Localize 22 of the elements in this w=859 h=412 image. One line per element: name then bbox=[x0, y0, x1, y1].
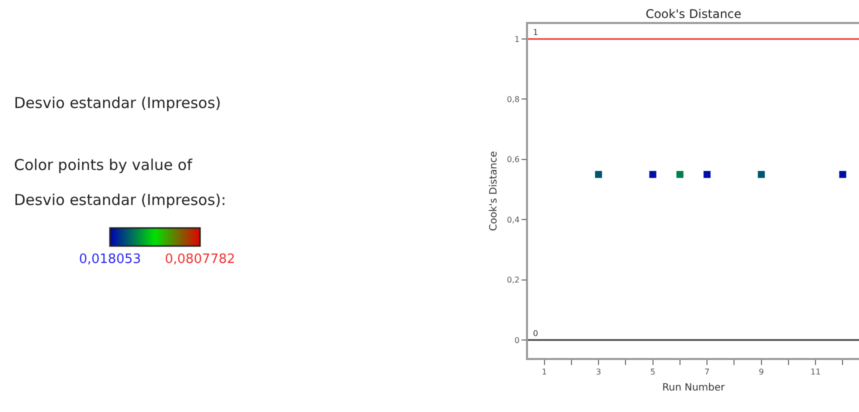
ref-line-label: 0 bbox=[533, 329, 538, 338]
color-bar-label: 0,0807782 bbox=[164, 252, 236, 267]
color-bar-label: 0,018053 bbox=[78, 252, 142, 267]
chart-title: Cook's Distance bbox=[646, 7, 742, 22]
text: Desvio estandar (Impresos): bbox=[14, 191, 226, 209]
x-tick-label: 1 bbox=[542, 367, 547, 376]
text: Desvio estandar (Impresos) bbox=[14, 94, 221, 112]
y-tick-label: 0,4 bbox=[506, 215, 520, 224]
ref-line-label: 1 bbox=[533, 28, 538, 37]
y-tick-label: 0,6 bbox=[506, 155, 520, 164]
x-tick-label: 9 bbox=[758, 367, 764, 376]
x-tick-label: 5 bbox=[650, 367, 656, 376]
y-tick-label: 0,8 bbox=[506, 95, 520, 104]
x-axis-title: Run Number bbox=[662, 382, 726, 394]
x-tick-label: 11 bbox=[810, 367, 821, 376]
text: Color points by value of bbox=[14, 156, 193, 174]
x-tick-label: 3 bbox=[596, 367, 602, 376]
x-tick-label: 7 bbox=[704, 367, 710, 376]
y-tick-label: 0 bbox=[514, 336, 520, 345]
y-tick-label: 1 bbox=[514, 34, 520, 44]
y-axis-title: Cook's Distance bbox=[488, 151, 500, 231]
y-tick-label: 0,2 bbox=[506, 276, 520, 285]
